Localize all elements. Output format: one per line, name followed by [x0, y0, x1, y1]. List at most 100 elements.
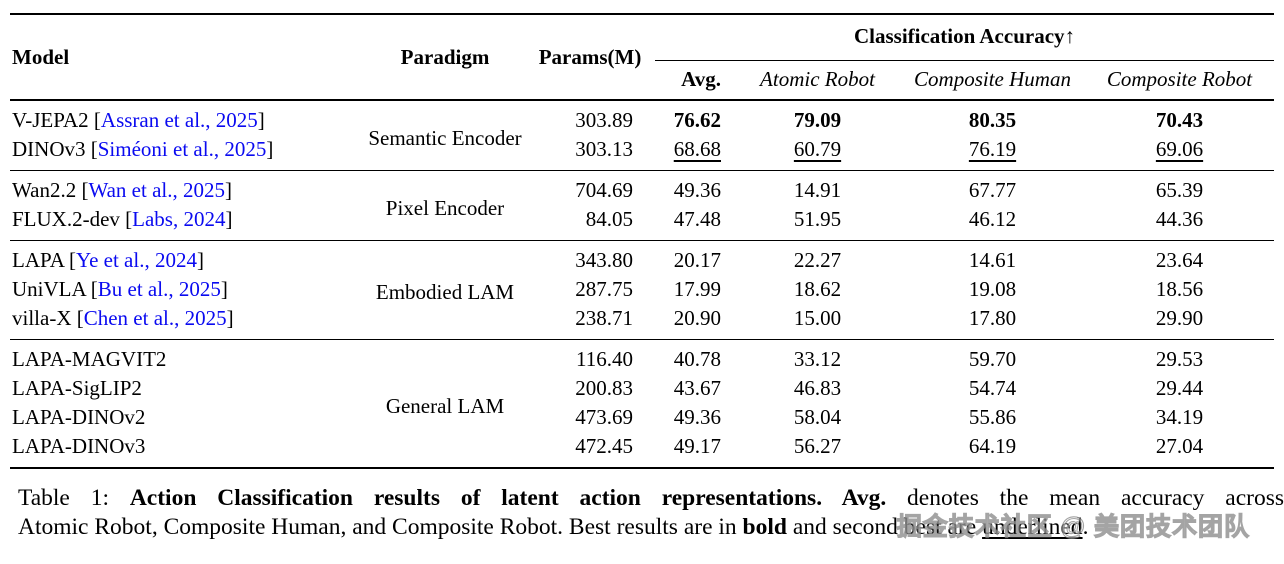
avg-cell: 47.48 — [673, 207, 721, 231]
citation-link[interactable]: Wan et al., 2025 — [88, 178, 225, 202]
composite-human-cell: 46.12 — [968, 207, 1017, 231]
composite-robot-cell: 29.53 — [1155, 347, 1204, 371]
params-cell: 116.40 — [576, 347, 633, 371]
column-header-atomic-robot: Atomic Robot — [760, 67, 875, 92]
params-cell: 473.69 — [575, 405, 633, 429]
atomic-robot-cell: 22.27 — [793, 248, 842, 272]
citation-bracket-close: ] — [220, 277, 228, 301]
citation-link[interactable]: Bu et al., 2025 — [97, 277, 221, 301]
model-cell: LAPA [Ye et al., 2024] — [10, 241, 365, 276]
group-semantic-encoder: V-JEPA2 [Assran et al., 2025] Semantic E… — [10, 100, 1274, 171]
model-cell: V-JEPA2 [Assran et al., 2025] — [10, 100, 365, 135]
avg-cell: 68.68 — [673, 137, 721, 161]
model-name: V-JEPA2 — [12, 108, 89, 132]
caption-text: . — [1082, 514, 1089, 540]
atomic-robot-cell: 58.04 — [793, 405, 842, 429]
model-cell: Wan2.2 [Wan et al., 2025] — [10, 171, 365, 206]
model-cell: LAPA-MAGVIT2 — [10, 340, 365, 375]
paradigm-cell: Embodied LAM — [375, 280, 515, 304]
citation-bracket-open: [ — [76, 306, 84, 330]
table-row: LAPA-DINOv2 473.69 49.36 58.04 55.86 34.… — [10, 403, 1274, 432]
composite-robot-cell: 18.56 — [1155, 277, 1204, 301]
atomic-robot-cell: 60.79 — [793, 137, 842, 161]
caption-text: and second best are — [786, 514, 983, 540]
table-row: LAPA [Ye et al., 2024] Embodied LAM 343.… — [10, 241, 1274, 304]
params-cell: 303.13 — [575, 137, 633, 161]
avg-cell: 49.17 — [673, 434, 721, 458]
citation-bracket-close: ] — [225, 178, 232, 202]
table-row: FLUX.2-dev [Labs, 2024] 84.05 47.48 51.9… — [10, 205, 1274, 241]
avg-cell: 43.67 — [673, 376, 721, 400]
caption-text-bold: bold — [742, 514, 787, 540]
composite-human-cell: 55.86 — [968, 405, 1017, 429]
model-cell: LAPA-DINOv3 — [10, 432, 365, 468]
params-cell: 287.75 — [575, 277, 633, 301]
atomic-robot-cell: 15.00 — [793, 306, 842, 330]
composite-robot-cell: 34.19 — [1155, 405, 1204, 429]
citation-bracket-close: ] — [196, 248, 204, 272]
avg-cell: 76.62 — [673, 108, 721, 132]
atomic-robot-cell: 51.95 — [793, 207, 842, 231]
column-header-avg: Avg. — [681, 67, 721, 92]
model-name: LAPA — [12, 248, 64, 272]
column-header-paradigm: Paradigm — [400, 44, 490, 69]
column-header-model: Model — [12, 44, 70, 69]
composite-robot-cell: 65.39 — [1155, 178, 1204, 202]
composite-human-cell: 54.74 — [968, 376, 1017, 400]
composite-human-cell: 76.19 — [968, 137, 1017, 161]
model-name: LAPA-DINOv3 — [12, 434, 146, 458]
paper-table-figure: Model Paradigm Params(M) Classification … — [10, 13, 1284, 542]
avg-cell: 49.36 — [673, 178, 721, 202]
table-row: Wan2.2 [Wan et al., 2025] Pixel Encoder … — [10, 171, 1274, 220]
model-name: DINOv3 — [12, 137, 86, 161]
paradigm-cell: General LAM — [385, 393, 505, 418]
table-row: LAPA-SigLIP2 200.83 43.67 46.83 54.74 29… — [10, 374, 1274, 403]
citation-bracket-open: [ — [93, 108, 101, 132]
model-cell: villa-X [Chen et al., 2025] — [10, 304, 365, 340]
composite-human-cell: 14.61 — [968, 248, 1017, 272]
caption-text: Atomic Robot, Composite Human, and Compo… — [18, 514, 743, 540]
citation-bracket-open: [ — [81, 178, 89, 202]
params-cell: 343.80 — [575, 248, 633, 272]
citation-bracket-open: [ — [69, 248, 77, 272]
model-name: UniVLA — [12, 277, 86, 301]
table-row: V-JEPA2 [Assran et al., 2025] Semantic E… — [10, 100, 1274, 150]
caption-text-underlined: underlined — [982, 514, 1083, 540]
column-header-composite-human: Composite Human — [914, 67, 1071, 92]
composite-human-cell: 19.08 — [968, 277, 1017, 301]
results-table: Model Paradigm Params(M) Classification … — [10, 13, 1274, 469]
caption-line-2: Atomic Robot, Composite Human, and Compo… — [18, 513, 1284, 542]
caption-text: Table 1: — [18, 485, 130, 511]
table-caption: Table 1: Action Classification results o… — [18, 484, 1284, 542]
table-row: LAPA-DINOv3 472.45 49.17 56.27 64.19 27.… — [10, 432, 1274, 468]
composite-human-cell: 59.70 — [968, 347, 1017, 371]
params-cell: 472.45 — [575, 434, 633, 458]
composite-human-cell: 80.35 — [968, 108, 1017, 132]
table-row: villa-X [Chen et al., 2025] 238.71 20.90… — [10, 304, 1274, 340]
atomic-robot-cell: 14.91 — [793, 178, 842, 202]
citation-link[interactable]: Labs, 2024 — [132, 207, 226, 231]
model-cell: FLUX.2-dev [Labs, 2024] — [10, 205, 365, 241]
composite-robot-cell: 23.64 — [1155, 248, 1204, 272]
avg-cell: 20.17 — [673, 248, 721, 272]
citation-link[interactable]: Ye et al., 2024 — [76, 248, 197, 272]
citation-link[interactable]: Siméoni et al., 2025 — [97, 137, 267, 161]
caption-line-1: Table 1: Action Classification results o… — [18, 484, 1284, 513]
composite-human-cell: 64.19 — [968, 434, 1017, 458]
citation-link[interactable]: Chen et al., 2025 — [83, 306, 227, 330]
model-name: villa-X — [12, 306, 72, 330]
citation-bracket-close: ] — [225, 207, 233, 231]
paradigm-cell: Semantic Encoder — [368, 125, 522, 150]
citation-bracket-open: [ — [125, 207, 133, 231]
atomic-robot-cell: 79.09 — [793, 108, 842, 132]
model-name: Wan2.2 — [12, 178, 77, 202]
composite-robot-cell: 44.36 — [1155, 207, 1204, 231]
avg-cell: 20.90 — [673, 306, 721, 330]
citation-bracket-close: ] — [266, 137, 274, 161]
model-cell: DINOv3 [Siméoni et al., 2025] — [10, 135, 365, 171]
table-row: UniVLA [Bu et al., 2025] 287.75 17.99 18… — [10, 275, 1274, 304]
composite-robot-cell: 27.04 — [1155, 434, 1204, 458]
citation-bracket-close: ] — [257, 108, 265, 132]
model-name: LAPA-SigLIP2 — [12, 376, 142, 400]
citation-link[interactable]: Assran et al., 2025 — [100, 108, 258, 132]
